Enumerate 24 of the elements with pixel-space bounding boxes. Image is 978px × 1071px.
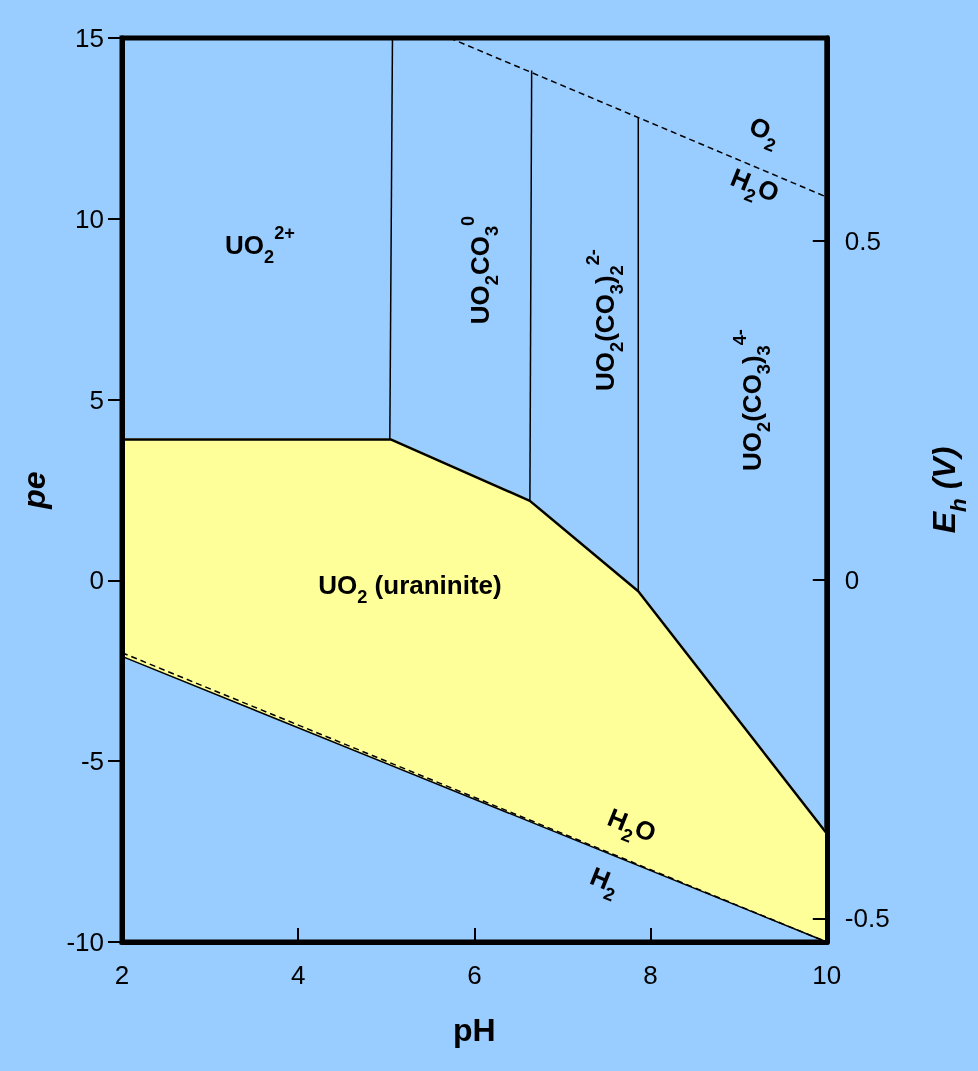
y2-tick-label: -0.5 [844, 903, 890, 934]
y-axis-title: pe [16, 471, 53, 510]
x-tick-label: 8 [643, 960, 658, 990]
annotation: O2 [745, 110, 779, 156]
y-tick-label: -5 [80, 746, 104, 777]
y-tick-label: -10 [66, 927, 104, 957]
x-tick-label: 10 [812, 960, 842, 990]
y-tick-label: 15 [75, 23, 104, 53]
annotation: UO2(CO3)34- [730, 329, 774, 471]
y2-tick-label: 0 [844, 564, 860, 595]
y2-axis-title: Eh (V) [926, 446, 972, 534]
x-tick-label: 4 [290, 960, 306, 990]
annotation: H2O [603, 801, 661, 849]
x-axis-title: pH [453, 1011, 496, 1048]
y-tick-label: 0 [89, 565, 104, 596]
annotation: H2 [585, 860, 618, 906]
y2-tick-label: 0.5 [844, 226, 881, 257]
x-tick-label: 2 [114, 960, 130, 990]
y-tick-label: 10 [75, 203, 104, 234]
annotation: UO2CO30 [458, 215, 502, 325]
x-tick-label: 6 [467, 960, 482, 990]
y-tick-label: 5 [89, 384, 104, 415]
annotation: UO2(CO3)22- [583, 249, 627, 391]
annotation: H2O [726, 161, 784, 209]
